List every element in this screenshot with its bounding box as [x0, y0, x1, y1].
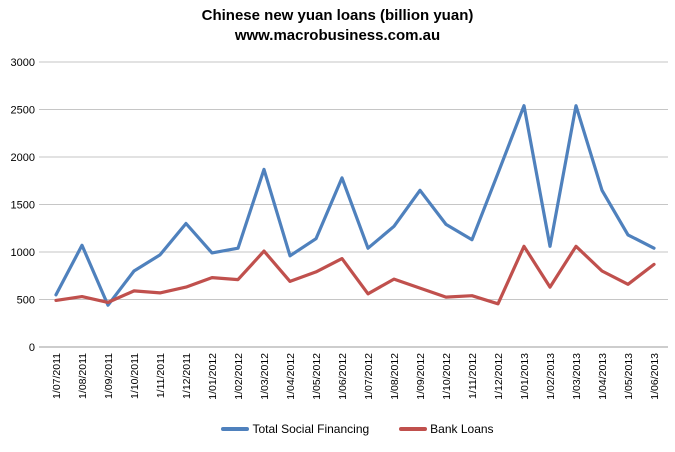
- x-axis-tick-label: 1/06/2012: [337, 353, 349, 400]
- x-axis-tick-label: 1/07/2012: [363, 353, 375, 400]
- y-axis-tick-label: 1500: [11, 200, 35, 212]
- x-axis-tick-label: 1/09/2012: [415, 353, 427, 400]
- x-axis-tick-label: 1/01/2012: [207, 353, 219, 400]
- x-axis-tick-label: 1/07/2011: [51, 353, 63, 399]
- x-axis-tick-label: 1/03/2012: [259, 353, 271, 400]
- y-axis-tick-label: 0: [29, 342, 35, 354]
- x-axis-tick-label: 1/02/2012: [233, 353, 245, 400]
- legend-item-bank-loans: Bank Loans: [399, 422, 494, 436]
- x-axis-tick-label: 1/06/2013: [649, 353, 661, 400]
- chart-subtitle: www.macrobusiness.com.au: [234, 27, 441, 44]
- x-axis-tick-label: 1/04/2012: [285, 353, 297, 400]
- x-axis-tick-label: 1/11/2011: [155, 353, 167, 398]
- x-axis-tick-label: 1/08/2011: [77, 353, 89, 399]
- legend-label-bank-loans: Bank Loans: [430, 422, 494, 436]
- x-axis-tick-label: 1/10/2012: [441, 353, 453, 400]
- legend-swatch-total-social-financing: [221, 427, 250, 431]
- x-axis-tick-label: 1/03/2013: [571, 353, 583, 400]
- x-axis-tick-label: 1/01/2013: [519, 353, 531, 400]
- y-axis-tick-label: 500: [17, 295, 35, 307]
- chart-legend: Total Social Financing Bank Loans: [47, 422, 668, 436]
- x-axis-tick-label: 1/12/2011: [181, 353, 193, 399]
- legend-label-total-social-financing: Total Social Financing: [252, 422, 370, 436]
- legend-item-total-social-financing: Total Social Financing: [221, 422, 369, 436]
- x-axis-tick-label: 1/05/2013: [623, 353, 635, 400]
- x-axis-tick-label: 1/02/2013: [545, 353, 557, 400]
- series-line-bank-loans: [54, 244, 656, 306]
- chart-title: Chinese new yuan loans (billion yuan): [201, 7, 474, 24]
- x-axis-tick-label: 1/11/2012: [467, 353, 479, 399]
- x-axis-tick-label: 1/09/2011: [103, 353, 115, 399]
- x-axis-tick-label: 1/05/2012: [311, 353, 323, 400]
- x-axis-tick-label: 1/10/2011: [129, 353, 141, 399]
- legend-swatch-bank-loans: [399, 427, 428, 431]
- y-axis-tick-label: 1000: [11, 247, 35, 259]
- x-axis-tick-label: 1/08/2012: [389, 353, 401, 400]
- x-axis-tick-label: 1/12/2012: [493, 353, 505, 400]
- y-axis-tick-label: 3000: [11, 57, 35, 69]
- x-axis-tick-label: 1/04/2013: [597, 353, 609, 400]
- y-axis-tick-label: 2000: [11, 152, 35, 164]
- y-axis-tick-label: 2500: [11, 105, 35, 117]
- series-line-total-social-financing: [54, 104, 656, 307]
